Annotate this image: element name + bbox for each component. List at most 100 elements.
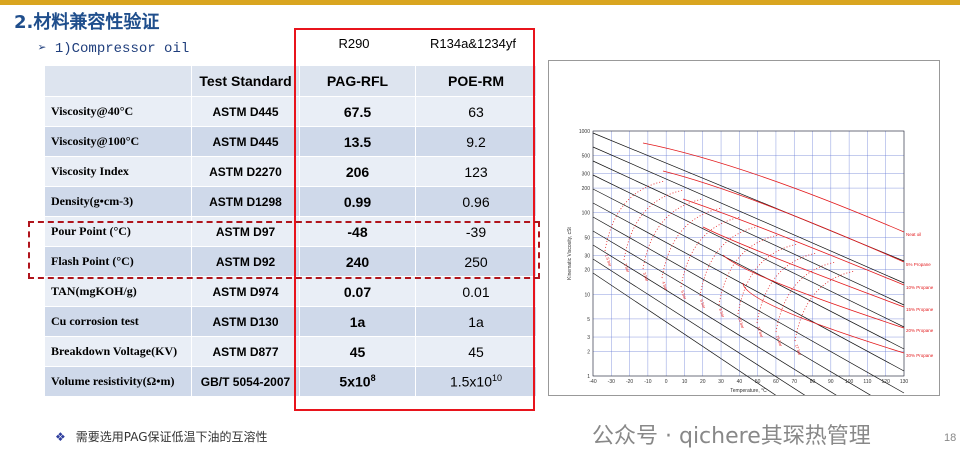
note: ❖ 需要选用PAG保证低温下油的互溶性 — [55, 430, 268, 444]
column-header: Test Standard — [191, 65, 300, 97]
y-tick-label: 10 — [584, 292, 590, 298]
subtitle: ➢ 1)Compressor oil — [38, 41, 190, 57]
curve-label: Neat oil — [906, 232, 921, 237]
pressure-label: 3 bar — [642, 272, 650, 283]
isobar-line — [592, 258, 905, 460]
x-tick-label: 10 — [682, 379, 688, 385]
table-cell: ASTM D2270 — [191, 156, 300, 187]
pressure-arc — [718, 234, 780, 306]
pressure-arc — [604, 180, 666, 252]
curve-label: 10% Propane — [906, 285, 934, 290]
x-tick-label: 80 — [810, 379, 816, 385]
table-row: Cu corrosion test ASTM D130 1a 1a — [44, 306, 537, 337]
pressure-arc — [794, 270, 856, 342]
x-tick-label: -40 — [589, 379, 596, 385]
pressure-label: 17 bar — [794, 344, 803, 357]
refrigerant-label: R290 — [338, 36, 370, 51]
pressure-label: 5 bar — [680, 290, 688, 301]
column-header: PAG-RFL — [299, 65, 416, 97]
table-cell: Volume resistivity(Ω•m) — [44, 366, 192, 397]
y-tick-label: 20 — [584, 268, 590, 274]
top-bar — [0, 0, 960, 5]
viscosity-curve — [682, 198, 905, 286]
y-tick-label: 200 — [582, 186, 591, 192]
cell-base: 1.5x10 — [449, 373, 493, 390]
pressure-label: 2 bar — [623, 263, 631, 274]
table-cell: ASTM D974 — [191, 276, 300, 307]
viscosity-curve — [642, 142, 905, 233]
table-cell: 0.01 — [415, 276, 537, 307]
table-cell: ASTM D445 — [191, 126, 300, 157]
watermark: 公众号 · qichere其琛热管理 — [592, 424, 871, 449]
table-cell: 0.99 — [299, 186, 416, 217]
table-row: TAN(mgKOH/g) ASTM D974 0.07 0.01 — [44, 276, 537, 307]
isobar-line — [592, 160, 905, 306]
curve-label: 15% Propane — [906, 307, 934, 312]
x-tick-label: -20 — [626, 379, 633, 385]
title: 2.材料兼容性验证 — [14, 12, 160, 33]
note-text: 需要选用PAG保证低温下油的互溶性 — [75, 430, 268, 444]
pressure-arc — [756, 252, 818, 324]
pressure-arc — [661, 207, 723, 279]
y-tick-label: 30 — [584, 253, 590, 259]
viscosity-curve — [702, 226, 905, 308]
table-cell: Viscosity@100°C — [44, 126, 192, 157]
table-row: Density(g•cm-3) ASTM D1298 0.99 0.96 — [44, 186, 537, 217]
table-cell: 45 — [415, 336, 537, 367]
curve-label: 30% Propane — [906, 353, 934, 358]
viscosity-chart: -40 -30 -20 -10 0 10 20 30 40 50 60 70 80 90 100 110 120… — [548, 60, 940, 471]
table-cell: 123 — [415, 156, 537, 187]
viscosity-curve — [742, 282, 905, 354]
table-cell: 13.5 — [299, 126, 416, 157]
pressure-arc — [680, 216, 742, 288]
pressure-arc — [642, 198, 704, 270]
properties-table: Test Standard PAG-RFL POE-RM Viscosity@4… — [44, 65, 537, 397]
x-tick-label: -10 — [644, 379, 651, 385]
x-tick-label: 30 — [718, 379, 724, 385]
table-row: Flash Point (°C) ASTM D92 240 250 — [44, 246, 537, 277]
y-tick-label: 50 — [584, 235, 590, 241]
isobar-line — [592, 230, 905, 416]
y-tick-label: 5 — [587, 317, 590, 323]
chart-svg: -40 -30 -20 -10 0 10 20 30 40 50 60 70 80 90 100 110 120… — [567, 129, 934, 471]
column-header: POE-RM — [415, 65, 537, 97]
table-cell: Density(g•cm-3) — [44, 186, 192, 217]
x-tick-label: 90 — [828, 379, 834, 385]
pressure-label: 8 bar — [718, 308, 726, 319]
isobar-line — [592, 216, 905, 394]
x-tick-label: 0 — [665, 379, 668, 385]
table-cell: ASTM D92 — [191, 246, 300, 277]
table-row: Breakdown Voltage(KV) ASTM D877 45 45 — [44, 336, 537, 367]
x-tick-label: 70 — [791, 379, 797, 385]
table-cell: 240 — [299, 246, 416, 277]
table-cell: 67.5 — [299, 96, 416, 127]
pressure-arc — [775, 261, 837, 333]
curve-label: 20% Propane — [906, 328, 934, 333]
x-tick-label: 50 — [755, 379, 761, 385]
x-tick-label: 20 — [700, 379, 706, 385]
viscosity-curve — [722, 254, 905, 329]
refrigerant-label: R134a&1234yf — [429, 36, 516, 51]
isobar-line — [592, 202, 905, 372]
pressure-arc — [699, 225, 761, 297]
pressure-label: 15 bar — [775, 335, 784, 348]
y-tick-label: 3 — [587, 335, 590, 341]
table-cell: 45 — [299, 336, 416, 367]
pressure-arc — [737, 243, 799, 315]
table-cell: ASTM D1298 — [191, 186, 300, 217]
x-tick-label: 120 — [882, 379, 891, 385]
dashed-highlight — [28, 221, 540, 279]
plot-frame — [592, 130, 905, 377]
x-tick-label: 40 — [737, 379, 743, 385]
pressure-label: 10 bar — [737, 317, 746, 330]
table-cell: 250 — [415, 246, 537, 277]
y-tick-label: 300 — [582, 172, 591, 178]
page-number: 18 — [944, 432, 957, 444]
table-row: Viscosity Index ASTM D2270 206 123 — [44, 156, 537, 187]
table-cell: 63 — [415, 96, 537, 127]
table-row: Volume resistivity(Ω•m) GB/T 5054-2007 5x1… — [44, 366, 537, 397]
curve-label: 5% Propane — [906, 262, 931, 267]
table-cell: 1a — [415, 306, 537, 337]
table-cell: Cu corrosion test — [44, 306, 192, 337]
